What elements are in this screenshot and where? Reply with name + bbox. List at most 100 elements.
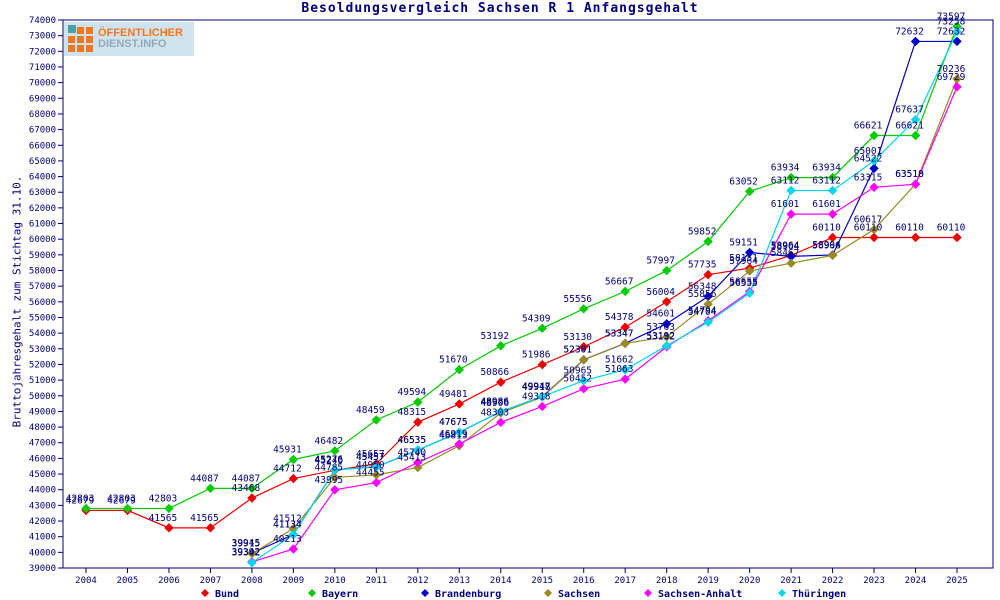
data-point-label: 54794 [688, 306, 717, 317]
y-tick-label: 69000 [29, 94, 56, 104]
data-point-Bund [952, 232, 962, 243]
x-tick-label: 2025 [946, 576, 968, 586]
data-point-Thüringen [786, 185, 796, 196]
data-point-label: 45740 [398, 447, 427, 458]
y-tick-label: 45000 [29, 470, 56, 480]
x-tick-label: 2020 [739, 576, 761, 586]
x-tick-label: 2007 [200, 576, 222, 586]
x-tick-label: 2009 [283, 576, 305, 586]
y-tick-label: 44000 [29, 486, 56, 496]
data-point-label: 42679 [66, 495, 95, 506]
data-point-Sachsen [869, 224, 879, 235]
data-point-Thüringen [910, 114, 921, 125]
chart-title: Besoldungsvergleich Sachsen R 1 Anfangsg… [301, 1, 699, 16]
data-point-label: 49947 [522, 382, 551, 393]
data-point-Thüringen [496, 406, 506, 417]
logo[interactable]: ÖFFENTLICHER DIENST.INFO [64, 22, 194, 56]
series-line-Sachsen [251, 78, 958, 555]
data-point-label: 44087 [190, 473, 219, 484]
data-point-label: 54601 [646, 309, 675, 320]
data-point-Thüringen [413, 445, 423, 455]
data-point-label: 42803 [107, 493, 136, 504]
data-point-Bayern [910, 130, 921, 141]
legend-item-thüringen[interactable]: Thüringen [778, 588, 846, 600]
y-tick-label: 58000 [29, 267, 56, 277]
data-point-Thüringen [661, 341, 672, 351]
data-point-label: 39945 [232, 538, 261, 549]
x-tick-label: 2024 [905, 576, 927, 586]
data-point-label: 41512 [273, 514, 302, 525]
legend-item-sachsen[interactable]: Sachsen [544, 589, 600, 600]
logo-text: ÖFFENTLICHER DIENST.INFO [98, 28, 183, 50]
y-tick-label: 60000 [29, 235, 56, 245]
data-point-label: 48986 [480, 397, 509, 408]
legend-label: Brandenburg [435, 589, 501, 600]
data-point-Thüringen [247, 557, 257, 568]
data-point-Thüringen [579, 375, 589, 386]
data-point-label: 48459 [356, 405, 385, 416]
y-tick-label: 63000 [29, 188, 56, 198]
data-point-Sachsen-Anhalt [620, 374, 630, 384]
data-point-label: 57964 [729, 256, 758, 267]
x-tick-label: 2012 [407, 576, 429, 586]
x-tick-label: 2022 [822, 576, 844, 586]
data-point-label: 64522 [854, 153, 883, 164]
data-point-Bayern [122, 503, 133, 514]
data-point-label: 40213 [273, 534, 302, 545]
data-point-label: 45413 [398, 453, 427, 464]
data-point-Sachsen [703, 299, 713, 309]
data-point-label: 73597 [937, 11, 966, 22]
legend-marker-icon [778, 589, 786, 597]
data-point-label: 43468 [232, 483, 261, 494]
data-point-Bund [827, 232, 838, 243]
data-point-label: 45276 [315, 455, 344, 466]
data-point-label: 67637 [895, 105, 924, 116]
y-tick-label: 49000 [29, 407, 56, 417]
data-point-label: 48986 [480, 397, 509, 408]
data-point-Sachsen-Anhalt [288, 544, 299, 554]
data-point-Thüringen [288, 529, 299, 540]
y-tick-label: 61000 [29, 220, 56, 230]
legend-item-bayern[interactable]: Bayern [308, 589, 358, 600]
y-tick-label: 56000 [29, 298, 56, 308]
data-point-label: 60110 [937, 222, 966, 233]
data-point-Brandenburg [869, 163, 879, 174]
data-point-label: 49318 [522, 391, 551, 402]
data-point-label: 41134 [273, 520, 302, 531]
legend-item-brandenburg[interactable]: Brandenburg [421, 589, 501, 600]
y-tick-label: 53000 [29, 345, 56, 355]
x-tick-label: 2017 [614, 576, 636, 586]
data-point-label: 44455 [356, 468, 385, 479]
data-point-Thüringen [869, 156, 879, 166]
data-point-Sachsen [579, 355, 589, 365]
legend-item-sachsen-anhalt[interactable]: Sachsen-Anhalt [644, 589, 742, 600]
data-point-label: 45240 [315, 455, 344, 466]
data-point-label: 49918 [522, 382, 551, 393]
data-point-label: 45457 [356, 452, 385, 463]
data-point-Bayern [744, 186, 755, 197]
data-point-label: 54309 [522, 313, 551, 324]
data-point-Sachsen-Anhalt [827, 209, 838, 219]
y-tick-label: 42000 [29, 517, 56, 527]
data-point-Bayern [827, 172, 838, 183]
data-point-label: 52301 [563, 345, 592, 356]
data-point-Bund [164, 523, 174, 533]
data-point-Bayern [579, 304, 589, 314]
data-point-label: 53347 [605, 328, 634, 339]
data-point-label: 48906 [480, 398, 509, 409]
data-point-Bayern [620, 286, 630, 297]
data-point-label: 53132 [646, 332, 675, 343]
data-point-Bund [496, 377, 506, 387]
data-point-Brandenburg [952, 36, 962, 47]
x-tick-label: 2019 [697, 576, 719, 586]
data-point-label: 46919 [439, 429, 468, 440]
legend-item-bund[interactable]: Bund [201, 589, 239, 600]
data-point-label: 54378 [605, 312, 634, 323]
data-point-label: 51986 [522, 350, 551, 361]
data-point-Bund [288, 473, 299, 484]
data-point-Bayern [247, 483, 257, 494]
data-point-label: 47675 [439, 417, 468, 428]
data-point-Bund [661, 297, 672, 307]
data-point-Sachsen-Anhalt [537, 401, 547, 412]
data-point-label: 57735 [688, 260, 717, 271]
